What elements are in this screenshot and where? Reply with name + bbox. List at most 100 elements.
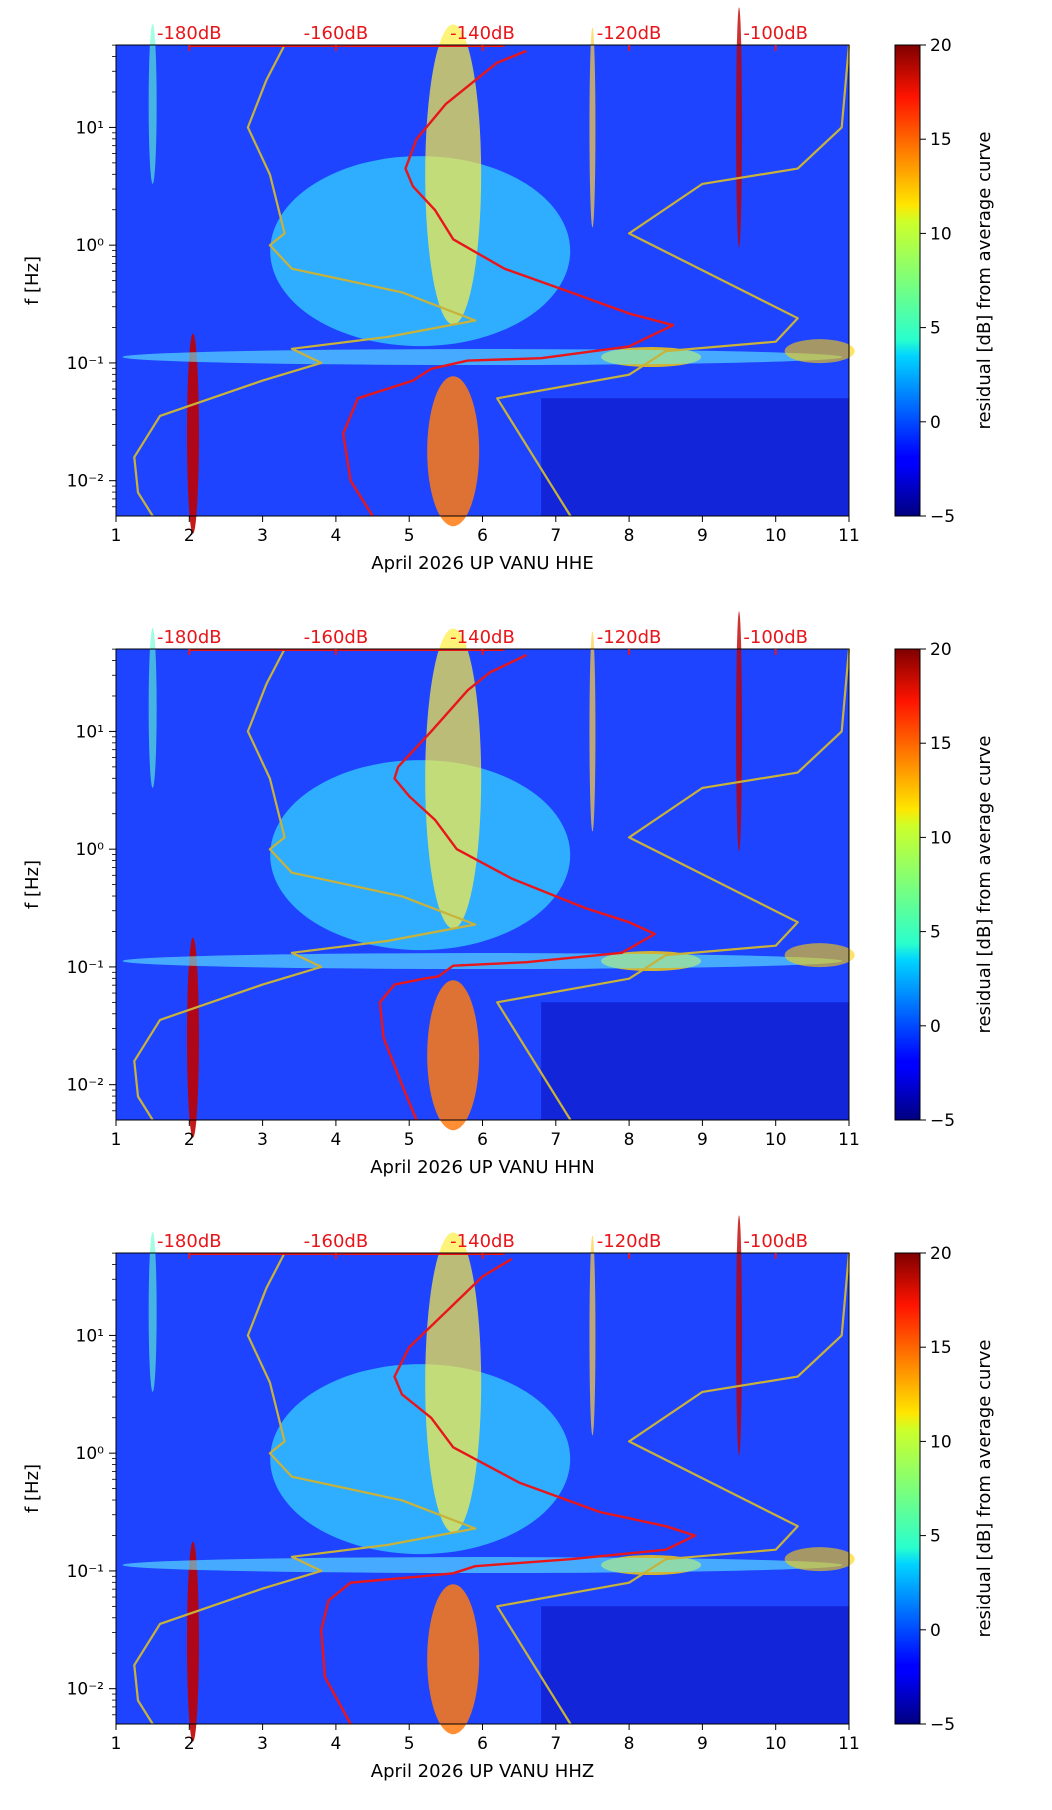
spectrogram-panel-2: 1 2 3 4 5 6 7 8 9 10 11 April 2026 UP VANU HHN -180d… — [22, 611, 995, 1178]
top-db-label: -180dB — [157, 627, 222, 648]
x-tick-label: 6 — [477, 1734, 488, 1754]
quiet-low-freq-region — [541, 1002, 849, 1120]
x-tick-label: 4 — [330, 1130, 341, 1150]
x-tick-label: 2 — [184, 1130, 195, 1150]
x-tick-label: 9 — [697, 1130, 708, 1150]
microseism-band — [122, 349, 843, 366]
x-tick-label: 2 — [184, 1734, 195, 1754]
colorbar-tick-label: −5 — [930, 1715, 955, 1735]
colorbar — [894, 1252, 921, 1725]
event-stripe-day2 — [186, 1541, 199, 1742]
top-db-label: -100dB — [743, 23, 808, 44]
microseism-patch-late — [784, 943, 855, 968]
event-stripe-day1 — [148, 627, 157, 788]
x-tick-label: 7 — [550, 526, 561, 546]
x-tick-label: 6 — [477, 1130, 488, 1150]
colorbar-tick-label: 5 — [930, 923, 941, 943]
quiet-low-freq-region — [541, 398, 849, 516]
cultural-noise-column — [425, 628, 482, 929]
x-tick-label: 2 — [184, 526, 195, 546]
curve-nlnm — [133, 44, 477, 517]
event-stripe-day2 — [186, 333, 199, 534]
colorbar-tick-label: 20 — [930, 640, 952, 660]
top-db-label: -180dB — [157, 23, 222, 44]
x-tick-label: 8 — [624, 526, 635, 546]
x-tick-label: 10 — [765, 526, 787, 546]
top-db-label: -100dB — [743, 1231, 808, 1252]
broad-noise-band — [270, 760, 571, 951]
colorbar — [894, 44, 921, 517]
colorbar-tick-label: 0 — [930, 1621, 941, 1641]
microseism-patch-late — [784, 1547, 855, 1572]
colorbar-label: residual [dB] from average curve — [974, 735, 995, 1033]
x-tick-label: 1 — [111, 526, 122, 546]
colorbar-tick-label: 20 — [930, 1244, 952, 1264]
y-tick-label: 10⁰ — [76, 840, 105, 860]
top-db-label: -100dB — [743, 627, 808, 648]
x-tick-label: 7 — [550, 1130, 561, 1150]
colorbar-label: residual [dB] from average curve — [974, 1339, 995, 1637]
top-db-label: -160dB — [304, 627, 369, 648]
x-tick-label: 5 — [404, 1734, 415, 1754]
x-tick-label: 11 — [838, 526, 860, 546]
x-tick-label: 8 — [624, 1734, 635, 1754]
top-db-label: -140dB — [450, 23, 515, 44]
x-tick-label: 4 — [330, 1734, 341, 1754]
x-tick-label: 9 — [697, 526, 708, 546]
colorbar — [894, 648, 921, 1121]
y-tick-label: 10⁰ — [76, 1444, 105, 1464]
y-tick-label: 10⁻² — [67, 1680, 104, 1700]
low-freq-hot-column — [427, 980, 480, 1131]
colorbar-tick-label: 0 — [930, 413, 941, 433]
y-tick-label: 10⁻¹ — [67, 958, 104, 978]
broad-noise-band — [270, 1364, 571, 1555]
y-tick-label: 10¹ — [76, 118, 104, 138]
x-axis-label: April 2026 UP VANU HHZ — [371, 1761, 594, 1782]
low-freq-hot-column — [427, 1584, 480, 1735]
x-tick-label: 9 — [697, 1734, 708, 1754]
event-stripe-day9 — [736, 7, 743, 248]
x-tick-label: 5 — [404, 526, 415, 546]
top-db-label: -120dB — [597, 1231, 662, 1252]
curve-nhnm — [496, 648, 851, 1121]
top-db-label: -160dB — [304, 1231, 369, 1252]
y-tick-label: 10⁻¹ — [67, 354, 104, 374]
y-axis-label: f [Hz] — [22, 1464, 43, 1513]
x-tick-label: 3 — [257, 1734, 268, 1754]
x-tick-label: 6 — [477, 526, 488, 546]
x-tick-label: 3 — [257, 526, 268, 546]
low-freq-hot-column — [427, 376, 480, 527]
colorbar-tick-label: 5 — [930, 319, 941, 339]
event-stripe-day2 — [186, 937, 199, 1138]
x-axis-label: April 2026 UP VANU HHN — [370, 1157, 595, 1178]
top-db-label: -140dB — [450, 627, 515, 648]
y-tick-label: 10⁻² — [67, 472, 104, 492]
spectrogram-panel-3: 1 2 3 4 5 6 7 8 9 10 11 April 2026 UP VANU HHZ -180d… — [22, 1215, 995, 1782]
x-tick-label: 4 — [330, 526, 341, 546]
broad-noise-band — [270, 156, 571, 347]
x-tick-label: 10 — [765, 1734, 787, 1754]
event-stripe-day1 — [148, 1231, 157, 1392]
x-tick-label: 5 — [404, 1130, 415, 1150]
colorbar-tick-label: 15 — [930, 1338, 952, 1358]
x-tick-label: 7 — [550, 1734, 561, 1754]
colorbar-tick-label: −5 — [930, 1111, 955, 1131]
top-db-label: -160dB — [304, 23, 369, 44]
colorbar-tick-label: 0 — [930, 1017, 941, 1037]
event-stripe-day9 — [736, 611, 743, 852]
x-tick-label: 1 — [111, 1734, 122, 1754]
y-tick-label: 10⁰ — [76, 236, 105, 256]
y-tick-label: 10⁻² — [67, 1076, 104, 1096]
y-axis-label: f [Hz] — [22, 860, 43, 909]
colorbar-tick-label: 15 — [930, 130, 952, 150]
colorbar-label: residual [dB] from average curve — [974, 131, 995, 429]
quiet-low-freq-region — [541, 1606, 849, 1724]
curve-nlnm — [133, 648, 477, 1121]
top-db-label: -120dB — [597, 627, 662, 648]
colorbar-tick-label: 15 — [930, 734, 952, 754]
colorbar-tick-label: 5 — [930, 1527, 941, 1547]
colorbar-tick-label: 10 — [930, 828, 952, 848]
x-tick-label: 3 — [257, 1130, 268, 1150]
